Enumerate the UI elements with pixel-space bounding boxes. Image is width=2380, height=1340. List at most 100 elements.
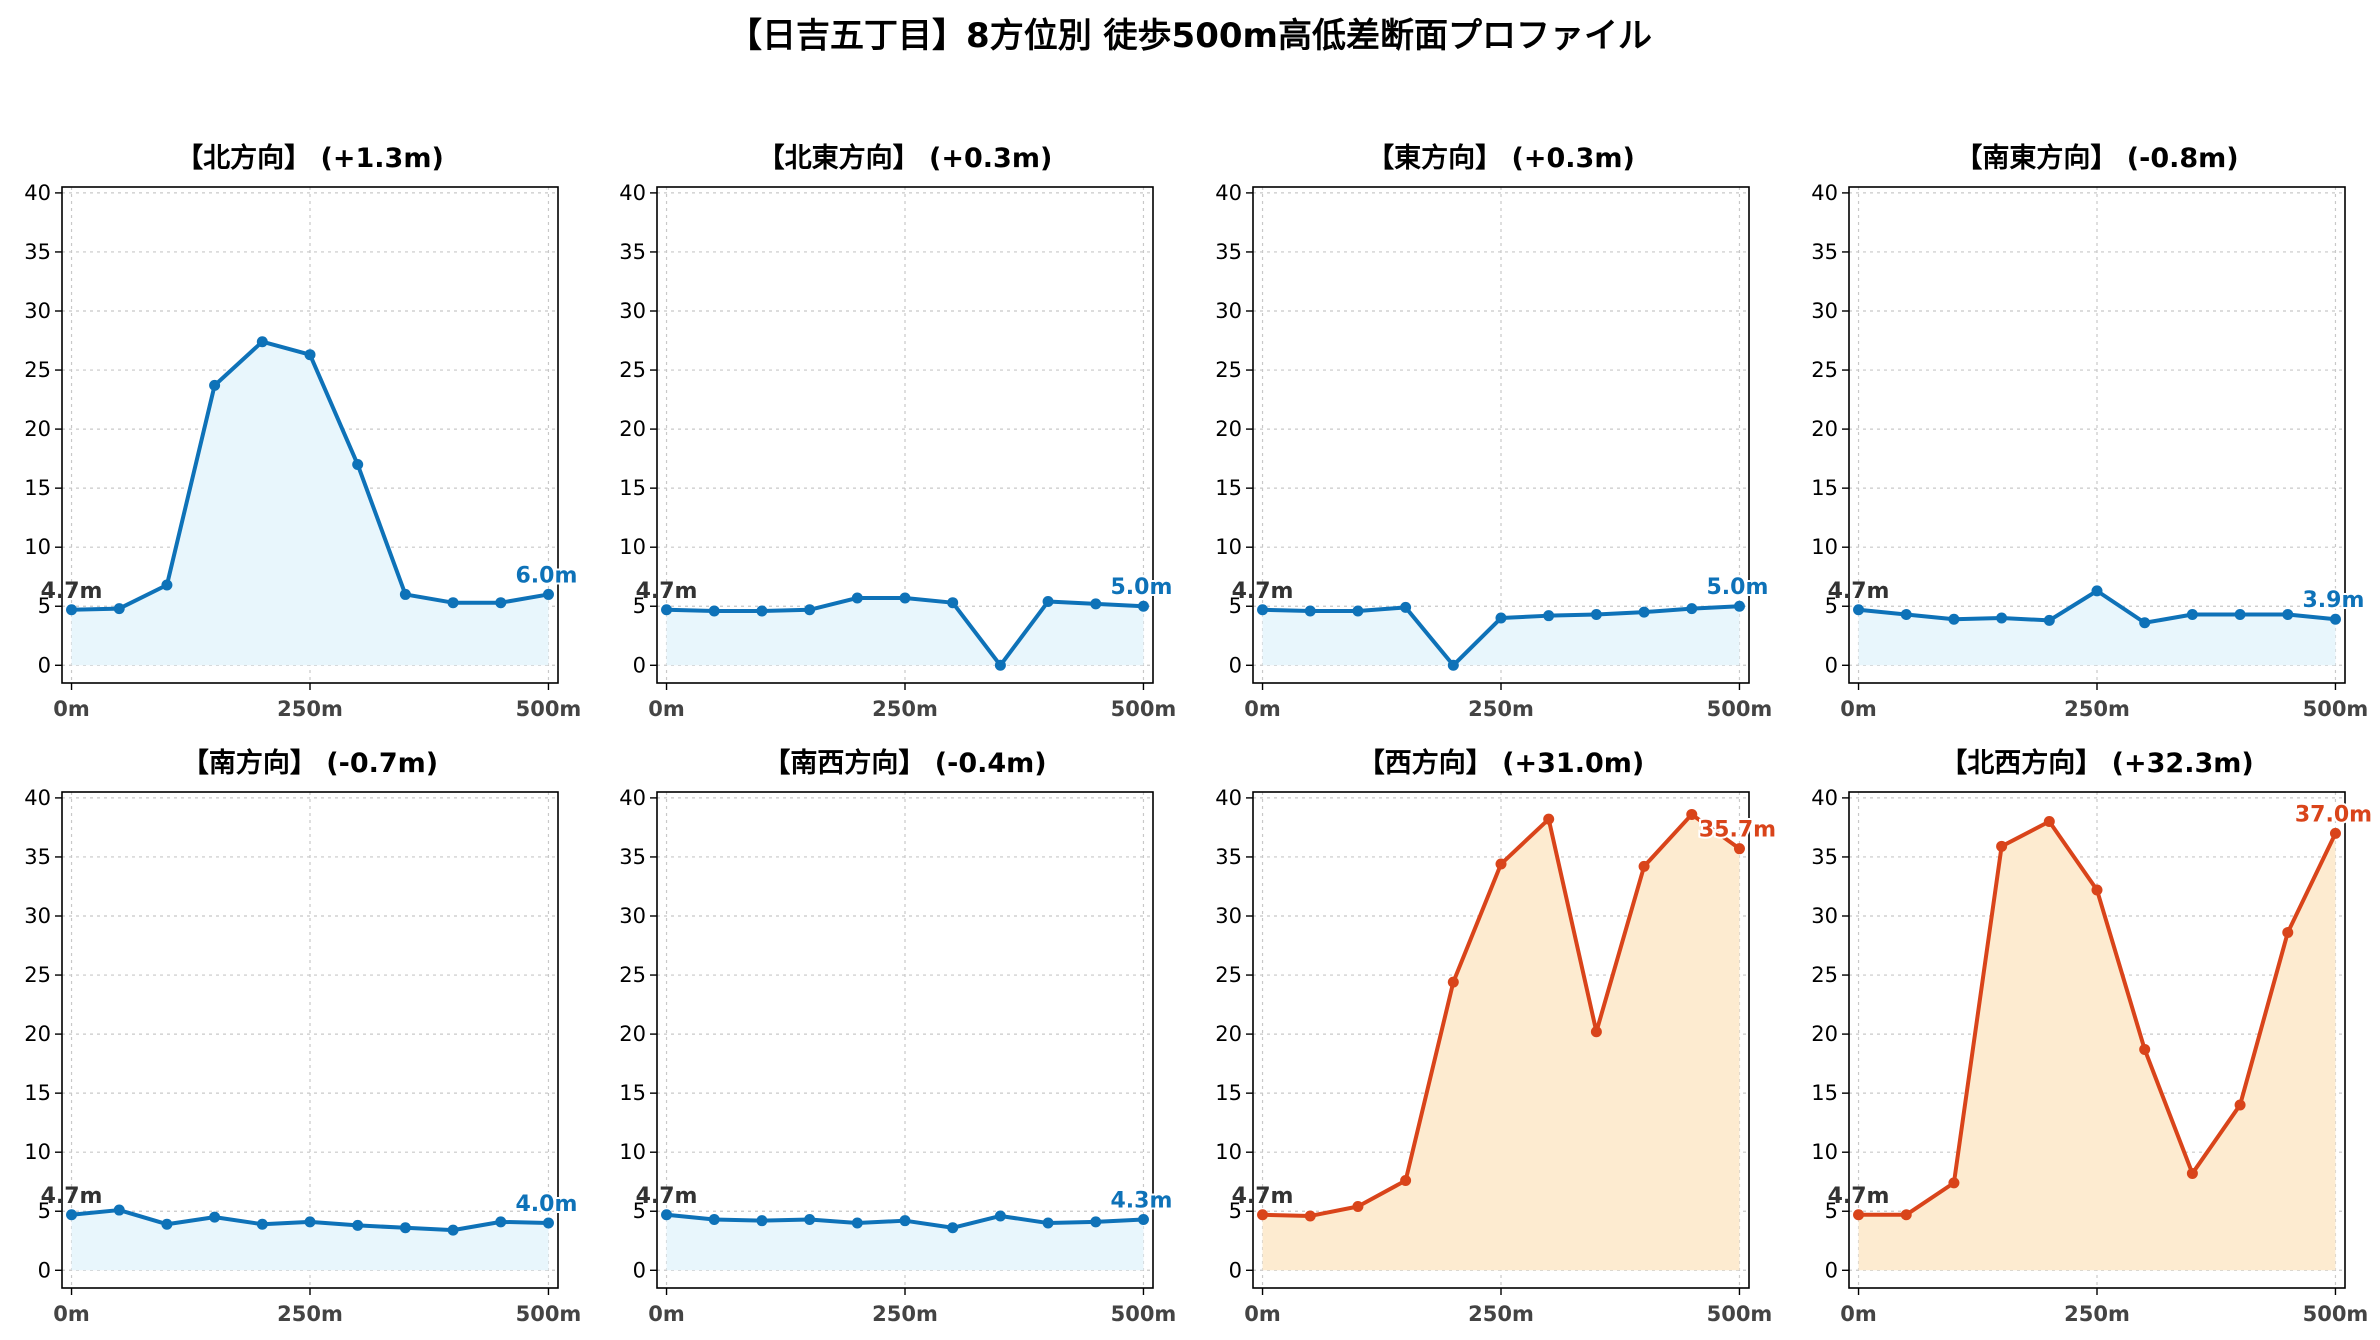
data-point bbox=[113, 1204, 125, 1216]
y-tick-label: 20 bbox=[1811, 1022, 1838, 1046]
y-tick-label: 10 bbox=[24, 1140, 51, 1164]
chart-panel-6: 0 5 10 15 20 25 30 35 40 0m 250m 500m 【西方向】 (+31.0m)… bbox=[1215, 747, 1778, 1326]
end-elevation-label: 6.0m bbox=[516, 563, 578, 588]
y-tick-label: 15 bbox=[619, 476, 646, 500]
chart-title: 【西方向】 (+31.0m) bbox=[1358, 747, 1644, 779]
y-tick-label: 30 bbox=[1811, 904, 1838, 928]
data-point bbox=[66, 604, 78, 616]
data-point bbox=[1733, 843, 1745, 855]
y-tick-label: 15 bbox=[1811, 476, 1838, 500]
start-elevation-label: 4.7m bbox=[1232, 579, 1294, 604]
y-tick-label: 30 bbox=[1811, 299, 1838, 323]
y-tick-label: 15 bbox=[1811, 1081, 1838, 1105]
y-tick-label: 35 bbox=[1215, 845, 1242, 869]
data-point bbox=[1400, 601, 1412, 613]
chart-panel-3: 0 5 10 15 20 25 30 35 40 0m 250m 500m 【南東方向】 (-0.8m)… bbox=[1811, 142, 2368, 721]
data-point bbox=[1090, 598, 1102, 610]
data-point bbox=[447, 1224, 459, 1236]
data-point bbox=[352, 1219, 364, 1231]
y-tick-label: 10 bbox=[1215, 535, 1242, 559]
end-elevation-label: 5.0m bbox=[1111, 575, 1173, 600]
data-point bbox=[1853, 1209, 1865, 1221]
data-point bbox=[256, 336, 268, 348]
data-point bbox=[661, 1209, 673, 1221]
data-point bbox=[2282, 927, 2294, 939]
data-point bbox=[2139, 617, 2151, 629]
area-fill bbox=[1858, 821, 2336, 1271]
data-point bbox=[708, 1214, 720, 1226]
data-point bbox=[756, 1215, 768, 1227]
y-tick-label: 5 bbox=[633, 1199, 646, 1223]
y-tick-label: 35 bbox=[619, 240, 646, 264]
data-point bbox=[1853, 604, 1865, 616]
y-tick-label: 35 bbox=[1811, 240, 1838, 264]
data-point bbox=[947, 1222, 959, 1234]
chart-panel-2: 0 5 10 15 20 25 30 35 40 0m 250m 500m 【東方向】 (+0.3m) 4… bbox=[1215, 142, 1772, 721]
data-point bbox=[1090, 1216, 1102, 1228]
y-tick-label: 40 bbox=[1811, 181, 1838, 205]
data-point bbox=[399, 588, 411, 600]
y-tick-label: 0 bbox=[38, 1258, 51, 1282]
data-point bbox=[1447, 976, 1459, 988]
data-point bbox=[1686, 808, 1698, 820]
start-elevation-label: 4.7m bbox=[41, 1184, 103, 1209]
y-tick-label: 25 bbox=[24, 963, 51, 987]
end-elevation-label: 35.7m bbox=[1699, 818, 1776, 843]
start-elevation-label: 4.7m bbox=[41, 579, 103, 604]
area-fill bbox=[71, 341, 549, 666]
data-point bbox=[2091, 884, 2103, 896]
x-tick-label: 250m bbox=[1468, 1302, 1534, 1326]
data-point bbox=[2139, 1043, 2151, 1055]
x-tick-label: 500m bbox=[516, 1302, 582, 1326]
data-point bbox=[947, 597, 959, 609]
data-point bbox=[1948, 1177, 1960, 1189]
data-point bbox=[2091, 585, 2103, 597]
chart-title: 【南西方向】 (-0.4m) bbox=[763, 747, 1046, 779]
x-tick-label: 250m bbox=[872, 697, 938, 721]
data-point bbox=[542, 588, 554, 600]
chart-panel-7: 0 5 10 15 20 25 30 35 40 0m 250m 500m 【北西方向】 (+32.3m… bbox=[1811, 747, 2374, 1326]
data-point bbox=[1447, 659, 1459, 671]
area-fill bbox=[1262, 814, 1740, 1271]
data-point bbox=[66, 1209, 78, 1221]
data-point bbox=[899, 592, 911, 604]
start-elevation-label: 4.7m bbox=[1828, 579, 1890, 604]
chart-panel-1: 0 5 10 15 20 25 30 35 40 0m 250m 500m 【北東方向】 (+0.3m)… bbox=[619, 142, 1176, 721]
x-tick-label: 250m bbox=[2064, 1302, 2130, 1326]
data-point bbox=[256, 1218, 268, 1230]
data-point bbox=[1257, 604, 1269, 616]
y-tick-label: 25 bbox=[1811, 963, 1838, 987]
y-tick-label: 20 bbox=[1215, 417, 1242, 441]
x-tick-label: 500m bbox=[1707, 697, 1773, 721]
y-tick-label: 20 bbox=[1811, 417, 1838, 441]
y-tick-label: 5 bbox=[38, 1199, 51, 1223]
y-tick-label: 15 bbox=[1215, 476, 1242, 500]
data-point bbox=[209, 1211, 221, 1223]
y-tick-label: 15 bbox=[1215, 1081, 1242, 1105]
y-tick-label: 30 bbox=[1215, 904, 1242, 928]
data-point bbox=[495, 597, 507, 609]
data-point bbox=[994, 1210, 1006, 1222]
y-tick-label: 40 bbox=[619, 786, 646, 810]
start-elevation-label: 4.7m bbox=[636, 1184, 698, 1209]
data-point bbox=[304, 1216, 316, 1228]
x-tick-label: 250m bbox=[1468, 697, 1534, 721]
data-point bbox=[1996, 840, 2008, 852]
x-tick-label: 500m bbox=[1111, 1302, 1177, 1326]
x-tick-label: 500m bbox=[2303, 697, 2369, 721]
data-point bbox=[1137, 600, 1149, 612]
data-point bbox=[2329, 613, 2341, 625]
data-point bbox=[1495, 858, 1507, 870]
chart-title: 【南東方向】 (-0.8m) bbox=[1955, 142, 2238, 174]
chart-title: 【東方向】 (+0.3m) bbox=[1367, 142, 1635, 174]
data-point bbox=[1495, 612, 1507, 624]
data-point bbox=[1948, 613, 1960, 625]
x-tick-label: 500m bbox=[2303, 1302, 2369, 1326]
chart-panel-5: 0 5 10 15 20 25 30 35 40 0m 250m 500m 【南西方向】 (-0.4m)… bbox=[619, 747, 1176, 1326]
end-elevation-label: 4.3m bbox=[1111, 1189, 1173, 1214]
data-point bbox=[161, 579, 173, 591]
data-point bbox=[1900, 609, 1912, 621]
y-tick-label: 40 bbox=[619, 181, 646, 205]
x-tick-label: 500m bbox=[1111, 697, 1177, 721]
chart-title: 【北西方向】 (+32.3m) bbox=[1940, 747, 2253, 779]
